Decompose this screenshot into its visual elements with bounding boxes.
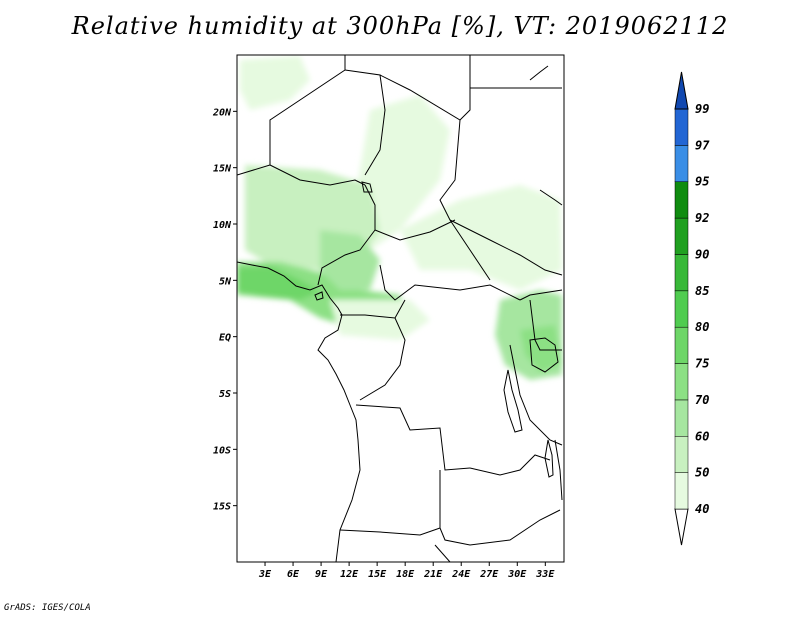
colorbar-label-80: 80 <box>695 320 709 334</box>
lat-label-15N: 15N <box>213 164 232 175</box>
border-sudan-ethiopia <box>539 189 563 206</box>
country-borders <box>237 55 563 562</box>
border-east-africa <box>519 289 563 301</box>
colorbar-bin-90-92 <box>674 217 689 255</box>
grads-credit: GrADS: IGES/COLA <box>4 603 91 613</box>
border-nigeria-cameroon <box>317 184 376 286</box>
lat-label-5N: 5N <box>219 276 232 287</box>
colorbar-label-99: 99 <box>695 102 709 116</box>
border-mali-niger <box>269 164 366 186</box>
border-cameroon-car <box>374 219 456 241</box>
border-congo-drc <box>359 317 406 401</box>
lon-label-3E: 3E <box>258 569 272 580</box>
colorbar-label-40: 40 <box>695 502 709 516</box>
border-zambia-drc <box>469 454 551 476</box>
border-drc-angola <box>355 404 471 471</box>
colorbar-upper-arrow <box>674 71 689 110</box>
border-car-drc <box>379 264 521 301</box>
humid-region-gulf-core <box>237 266 320 300</box>
lon-label-6E: 6E <box>287 569 300 580</box>
humid-region-congo-north <box>330 300 430 340</box>
latitude-axis: 20N 15N 10N 5N EQ 5S 10S 15S <box>212 107 237 513</box>
longitude-axis: 3E 6E 9E 12E 15E 18E 21E 24E 27E 30E 33E <box>258 562 555 580</box>
colorbar-label-50: 50 <box>695 466 709 480</box>
lat-label-EQ: EQ <box>219 333 231 344</box>
lat-label-15S: 15S <box>213 502 231 513</box>
border-mozambique <box>554 439 563 501</box>
colorbar-bin-75-80 <box>674 326 689 364</box>
colorbar-lower-arrow <box>674 508 689 546</box>
border-botswana <box>434 544 451 562</box>
humid-region-cameroon <box>320 230 380 290</box>
colorbar-label-97: 97 <box>695 138 710 152</box>
lon-label-9E: 9E <box>315 569 328 580</box>
lon-label-15E: 15E <box>368 569 387 580</box>
lat-label-20N: 20N <box>212 107 232 118</box>
border-egypt-sudan <box>469 87 562 110</box>
humidity-field <box>237 56 562 380</box>
border-uganda-kenya <box>529 299 562 351</box>
lon-label-27E: 27E <box>479 569 499 580</box>
colorbar-bin-92-95 <box>674 181 689 219</box>
lon-label-33E: 33E <box>535 569 555 580</box>
border-south-sudan <box>449 219 563 276</box>
humid-region-chad-sudan <box>400 185 562 290</box>
humid-region-sahel-north <box>240 56 310 110</box>
colorbar-label-75: 75 <box>695 357 709 371</box>
lake-chad-outline <box>361 181 373 193</box>
border-sahara-west <box>237 55 346 176</box>
colorbar-label-70: 70 <box>695 393 709 407</box>
border-congo-gabon <box>340 299 406 319</box>
coastline-west-africa <box>237 261 361 562</box>
lake-victoria-outline <box>529 337 559 373</box>
colorbar-bin-60-70 <box>674 399 689 437</box>
chart-title: Relative humidity at 300hPa [%], VT: 201… <box>71 12 729 40</box>
lon-label-30E: 30E <box>507 569 527 580</box>
lon-label-18E: 18E <box>396 569 415 580</box>
border-algeria-niger <box>344 69 386 176</box>
colorbar-bin-50-60 <box>674 436 689 473</box>
humid-region-east-core <box>520 325 562 372</box>
lat-label-5S: 5S <box>219 389 231 400</box>
colorbar-label-90: 90 <box>695 247 709 261</box>
lake-tanganyika-outline <box>503 369 523 433</box>
red-sea-coast <box>529 65 549 81</box>
lon-label-12E: 12E <box>340 569 359 580</box>
colorbar-bin-70-75 <box>674 363 689 401</box>
lake-malawi-outline <box>544 439 554 478</box>
colorbar-label-95: 95 <box>695 175 709 189</box>
border-angola-namibia <box>339 527 441 536</box>
lat-label-10S: 10S <box>213 445 231 456</box>
colorbar-bin-40-50 <box>674 472 689 510</box>
colorbar-label-60: 60 <box>695 429 709 443</box>
colorbar-label-92: 92 <box>695 211 709 225</box>
colorbar-bin-85-90 <box>674 254 689 292</box>
colorbar-bin-95-97 <box>674 145 689 182</box>
border-rwanda-tanzania <box>509 344 563 446</box>
map-frame <box>236 54 565 563</box>
lon-label-21E: 21E <box>423 569 443 580</box>
colorbar-bin-97-99 <box>674 108 689 146</box>
colorbar: 40 50 60 70 75 80 85 90 92 95 97 99 <box>674 71 710 546</box>
border-angola-zambia <box>439 470 561 546</box>
border-chad-sudan <box>439 119 491 281</box>
lon-label-24E: 24E <box>451 569 471 580</box>
lat-label-10N: 10N <box>213 220 232 231</box>
colorbar-label-85: 85 <box>695 284 709 298</box>
colorbar-bin-80-85 <box>674 290 689 328</box>
bioko-island <box>314 291 324 301</box>
